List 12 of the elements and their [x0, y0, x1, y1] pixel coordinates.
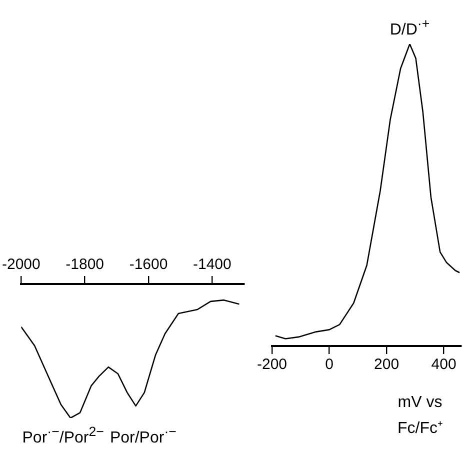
- x-tick-label: 0: [325, 356, 334, 374]
- x-tick-label: -1400: [192, 256, 232, 274]
- annotation: D/D$^{·+}$: [390, 16, 430, 40]
- x-tick-label: 400: [431, 356, 456, 374]
- x-tick-label: -1600: [129, 256, 168, 274]
- x-tick-label: -2000: [2, 256, 40, 274]
- annotation: Por/Por$^{·−}$: [110, 424, 176, 448]
- x-tick-label: -1800: [66, 256, 104, 274]
- x-tick-label: -200: [256, 356, 288, 374]
- annotation: Por$^{·−}$/Por$^{2−}$: [22, 424, 104, 448]
- x-axis-title: mV vs Fc/Fc⁺: [396, 393, 444, 439]
- x-tick-label: 200: [374, 356, 400, 374]
